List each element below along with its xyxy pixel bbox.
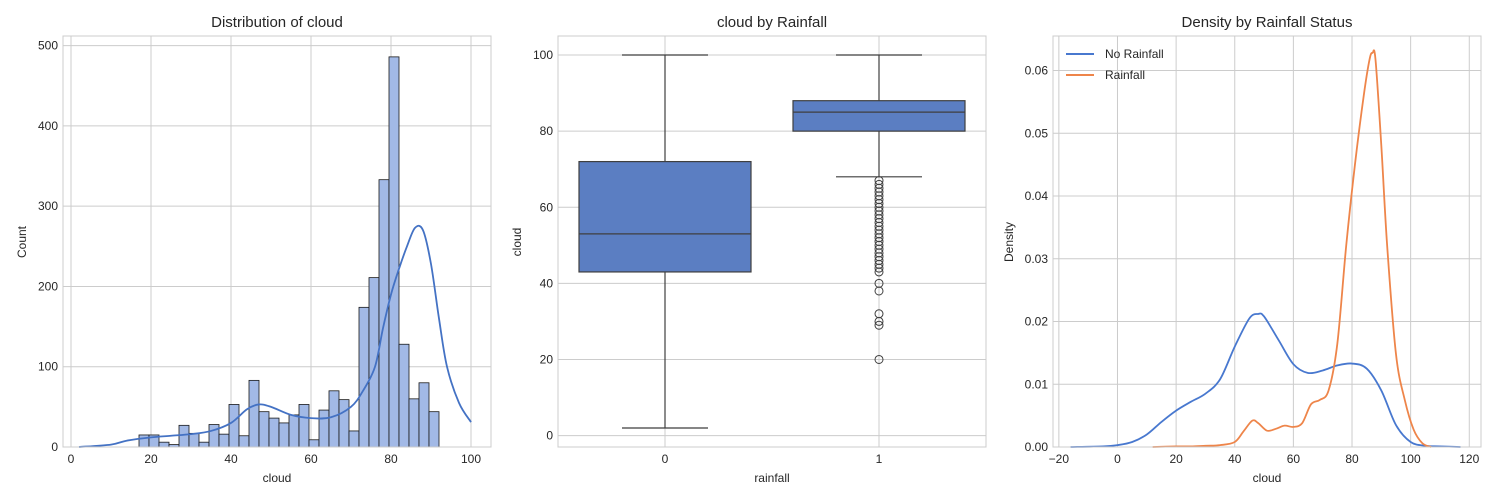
density-series-line <box>1152 49 1432 448</box>
histogram-y-tick-label: 100 <box>38 360 58 374</box>
density-y-tick-label: 0.00 <box>1025 440 1049 454</box>
histogram-bar <box>158 441 170 448</box>
histogram-bar <box>308 439 320 448</box>
histogram-bar <box>178 424 190 448</box>
boxplot-title: cloud by Rainfall <box>717 14 827 31</box>
histogram-bar <box>258 411 270 448</box>
boxplot-box <box>578 160 752 273</box>
density-xlabel: cloud <box>1253 471 1282 485</box>
histogram-bar <box>348 430 360 448</box>
boxplot-outlier <box>874 316 884 326</box>
boxplot-y-tick-label: 80 <box>540 124 554 138</box>
density-x-tick-label: 120 <box>1459 452 1479 466</box>
histogram-bar <box>208 424 220 448</box>
histogram-bar <box>418 382 430 448</box>
histogram-bar <box>218 433 230 448</box>
histogram-xlabel: cloud <box>263 471 292 485</box>
histogram-panel: Distribution of cloud cloud Count 0 20 40 6… <box>15 14 492 485</box>
histogram-bar <box>228 404 240 448</box>
histogram-bar <box>238 435 250 448</box>
boxplot-y-tick-label: 40 <box>540 276 554 290</box>
boxplot-ylabel: cloud <box>510 228 524 257</box>
histogram-bar <box>268 417 280 448</box>
boxplot-outlier <box>874 286 884 296</box>
boxplot-x-tick-label: 1 <box>876 452 883 466</box>
density-y-tick-label: 0.01 <box>1025 377 1049 391</box>
histogram-bar <box>298 404 310 448</box>
histogram-bar <box>358 306 370 448</box>
histogram-bar <box>318 409 330 448</box>
boxplot-outlier <box>874 263 884 273</box>
histogram-x-tick-label: 0 <box>68 452 75 466</box>
density-y-tick-label: 0.06 <box>1025 64 1049 78</box>
boxplot-y-tick-label: 100 <box>533 48 553 62</box>
density-frame <box>1052 35 1482 448</box>
boxplot-panel: cloud by Rainfall rainfall cloud 0 20 40 60… <box>510 14 987 485</box>
density-y-tick-label: 0.04 <box>1025 189 1049 203</box>
density-x-tick-label: 40 <box>1228 452 1242 466</box>
histogram-ylabel: Count <box>15 225 29 258</box>
histogram-bar <box>328 390 340 448</box>
density-x-tick-label: 0 <box>1114 452 1121 466</box>
boxplot-y-tick-label: 60 <box>540 200 554 214</box>
histogram-x-tick-label: 100 <box>461 452 481 466</box>
density-x-tick-label: 100 <box>1401 452 1421 466</box>
boxplot-outlier <box>874 320 884 330</box>
histogram-bar <box>378 179 390 448</box>
histogram-bar <box>388 56 400 448</box>
histogram-x-tick-label: 20 <box>144 452 158 466</box>
density-y-tick-label: 0.03 <box>1025 252 1049 266</box>
density-series-line <box>1070 312 1461 448</box>
density-title: Density by Rainfall Status <box>1182 14 1353 31</box>
histogram-bar <box>368 277 380 448</box>
legend-label: Rainfall <box>1105 68 1145 82</box>
boxplot-frame <box>557 35 987 448</box>
histogram-y-tick-label: 500 <box>38 39 58 53</box>
density-x-tick-label: 20 <box>1169 452 1183 466</box>
histogram-bar <box>428 411 440 448</box>
density-x-tick-label: 60 <box>1287 452 1301 466</box>
histogram-bar <box>248 379 260 448</box>
histogram-bar <box>408 398 420 448</box>
histogram-bar <box>278 422 290 448</box>
histogram-kde-line <box>78 224 472 448</box>
histogram-y-tick-label: 0 <box>51 440 58 454</box>
boxplot-xlabel: rainfall <box>754 471 789 485</box>
histogram-bar <box>398 343 410 448</box>
histogram-x-tick-label: 40 <box>224 452 238 466</box>
boxplot-outlier <box>874 354 884 364</box>
histogram-x-tick-label: 80 <box>384 452 398 466</box>
boxplot-box <box>792 100 966 132</box>
density-x-tick-label: 80 <box>1345 452 1359 466</box>
histogram-bar <box>288 414 300 448</box>
histogram-y-tick-label: 400 <box>38 119 58 133</box>
histogram-y-tick-label: 300 <box>38 199 58 213</box>
histogram-title: Distribution of cloud <box>211 14 343 31</box>
boxplot-y-tick-label: 20 <box>540 352 554 366</box>
density-x-tick-label: −20 <box>1049 452 1070 466</box>
histogram-bar <box>338 399 350 448</box>
histogram-bar <box>138 434 150 448</box>
legend-label: No Rainfall <box>1105 47 1164 61</box>
density-y-tick-label: 0.02 <box>1025 315 1049 329</box>
histogram-bar <box>198 441 210 448</box>
boxplot-outlier <box>874 267 884 277</box>
density-ylabel: Density <box>1002 222 1016 262</box>
histogram-y-tick-label: 200 <box>38 279 58 293</box>
histogram-x-tick-label: 60 <box>304 452 318 466</box>
density-panel: Density by Rainfall Status cloud Density… <box>1002 14 1482 485</box>
density-y-tick-label: 0.05 <box>1025 126 1049 140</box>
density-legend: No Rainfall Rainfall <box>1066 47 1164 82</box>
histogram-frame <box>62 35 492 448</box>
histogram-bar <box>188 432 200 448</box>
boxplot-x-tick-label: 0 <box>662 452 669 466</box>
boxplot-y-tick-label: 0 <box>546 429 553 443</box>
